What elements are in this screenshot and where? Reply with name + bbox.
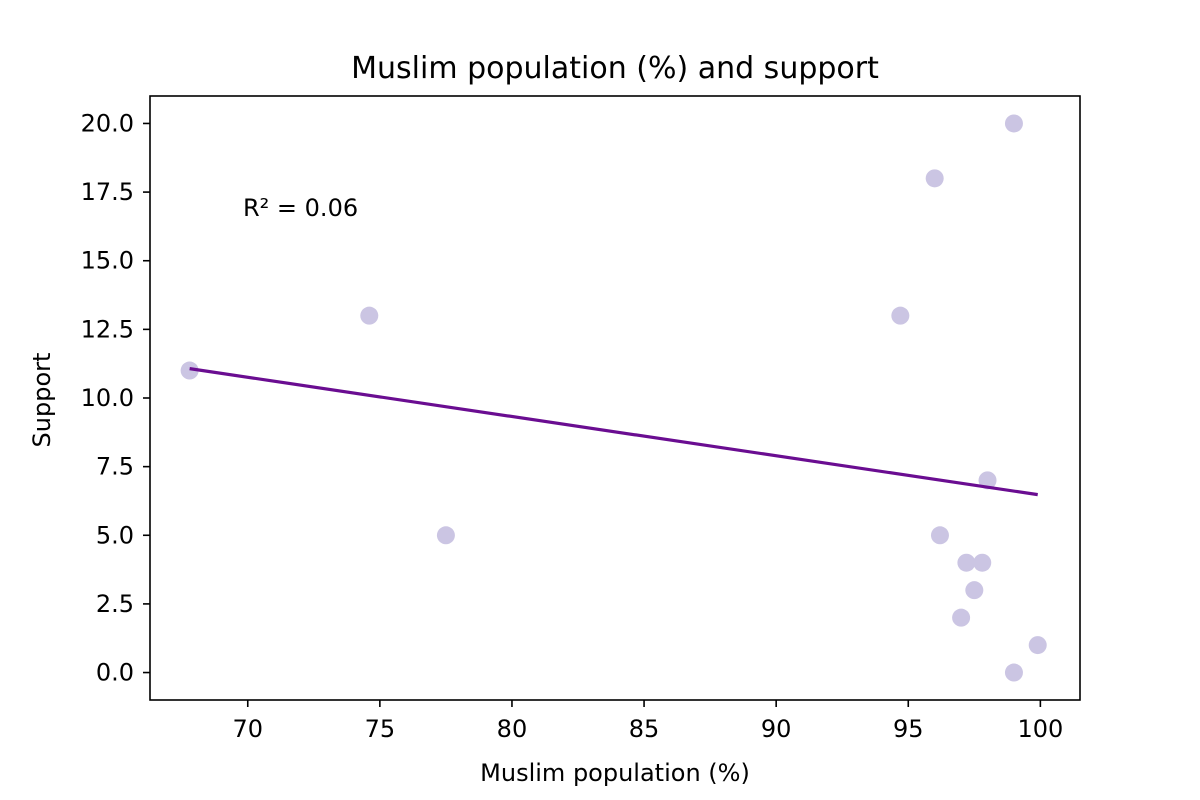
data-point — [978, 471, 997, 490]
y-tick-label: 2.5 — [96, 590, 134, 618]
x-tick-label: 100 — [1017, 715, 1063, 743]
x-tick-label: 90 — [761, 715, 792, 743]
plot-area — [149, 95, 1081, 701]
y-axis-ticks: 0.0 2.5 5.0 7.5 10.0 12.5 15.0 17.5 20.0 — [81, 109, 150, 687]
trend-line-layer — [189, 367, 1038, 497]
y-tick-label: 15.0 — [81, 247, 134, 275]
y-tick-label: 12.5 — [81, 315, 134, 343]
data-point — [1004, 663, 1023, 682]
trend-line — [189, 367, 1038, 497]
y-tick-label: 20.0 — [81, 109, 134, 137]
chart-title: Muslim population (%) and support — [351, 51, 879, 86]
x-tick-label: 75 — [365, 715, 396, 743]
r-squared-annotation: R² = 0.06 — [243, 194, 358, 222]
y-tick-label: 7.5 — [96, 453, 134, 481]
data-point — [925, 169, 944, 188]
y-tick-label: 17.5 — [81, 178, 134, 206]
data-point — [952, 608, 971, 627]
y-axis-label: Support — [28, 353, 56, 448]
data-point — [973, 553, 992, 572]
x-axis-label: Muslim population (%) — [480, 759, 750, 787]
data-points — [180, 114, 1047, 682]
data-point — [180, 361, 199, 380]
x-tick-label: 80 — [497, 715, 528, 743]
y-tick-label: 10.0 — [81, 384, 134, 412]
data-point — [930, 526, 949, 545]
data-point — [965, 581, 984, 600]
data-point — [436, 526, 455, 545]
x-tick-label: 85 — [629, 715, 660, 743]
data-point — [1028, 636, 1047, 655]
data-point — [1004, 114, 1023, 133]
y-tick-label: 0.0 — [96, 659, 134, 687]
x-tick-label: 70 — [232, 715, 263, 743]
data-point — [360, 306, 379, 325]
x-tick-label: 95 — [893, 715, 924, 743]
data-point — [957, 553, 976, 572]
x-axis-ticks: 70 75 80 85 90 95 100 — [232, 700, 1063, 743]
data-point — [891, 306, 910, 325]
y-tick-label: 5.0 — [96, 521, 134, 549]
